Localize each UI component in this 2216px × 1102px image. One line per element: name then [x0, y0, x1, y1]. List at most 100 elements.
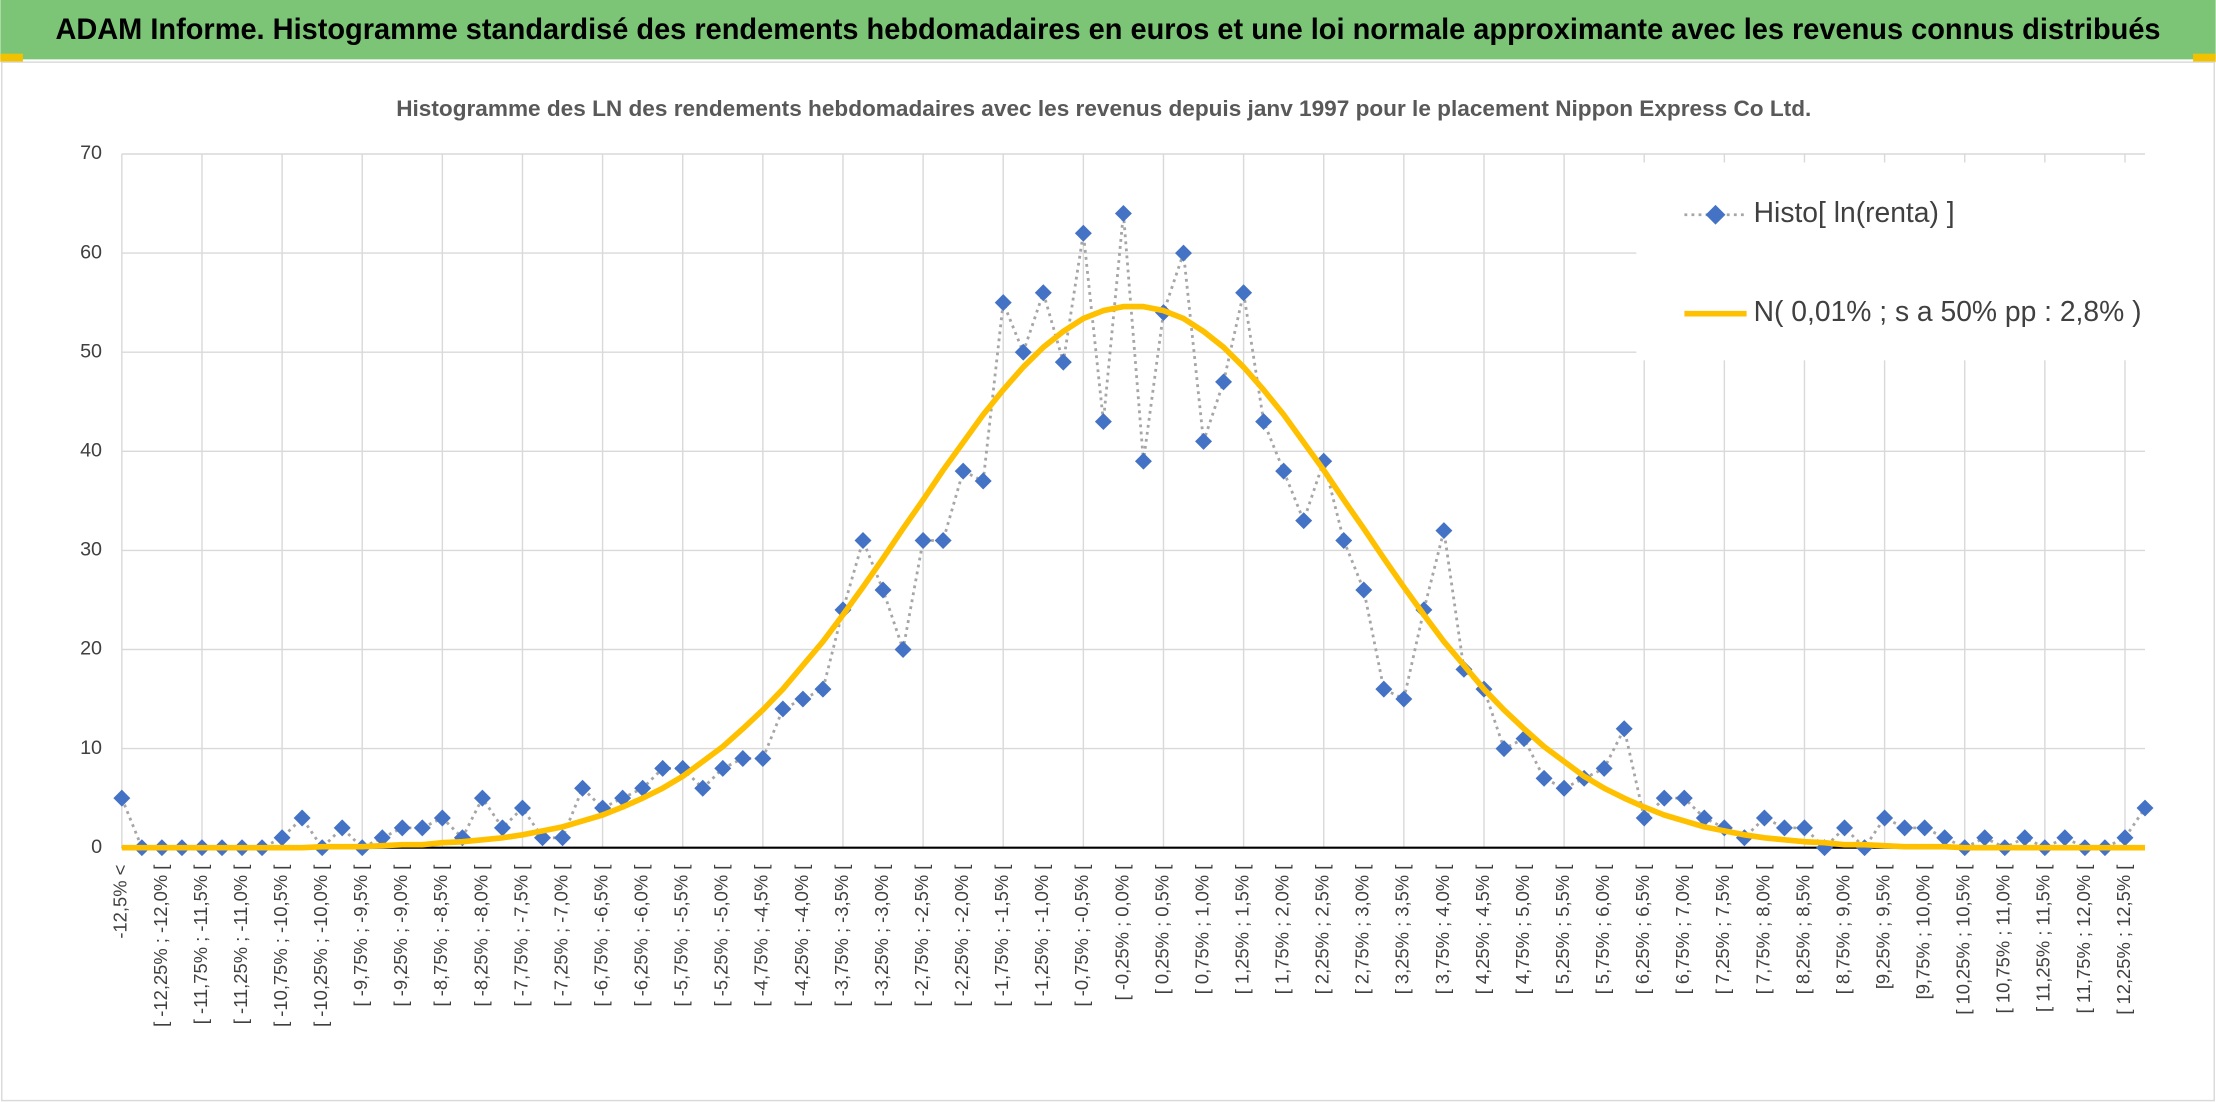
data-point: [1134, 452, 1152, 470]
x-tick-label: [ 11,25% ; 11,5% [: [2033, 865, 2054, 1012]
data-point: [654, 759, 672, 777]
data-point: [554, 829, 572, 847]
x-tick-label: [9,75% ; 10,0% [: [1913, 865, 1934, 1000]
data-point: [874, 581, 892, 599]
data-point: [1595, 759, 1613, 777]
data-point: [1936, 829, 1954, 847]
data-point: [734, 750, 752, 767]
data-point: [1796, 819, 1813, 837]
x-tick-label: [ -7,25% ; -7,0% [: [550, 865, 571, 1007]
data-point: [1635, 809, 1653, 827]
x-tick-label: [ 4,25% ; 4,5% [: [1472, 865, 1493, 995]
x-tick-label: [ -1,75% ; -1,5% [: [991, 865, 1012, 1007]
data-point: [1916, 819, 1934, 837]
data-point: [914, 532, 932, 549]
x-tick-label: [9,25% ; 9,5% [: [1872, 865, 1893, 990]
data-point: [1695, 809, 1713, 827]
x-tick-label: [ -9,25% ; -9,0% [: [390, 865, 411, 1007]
data-point: [754, 750, 772, 767]
y-tick-label: 50: [80, 340, 102, 362]
x-tick-label: [ 8,25% ; 8,5% [: [1792, 865, 1813, 995]
x-tick-label: [ 11,75% ; 12,0% [: [2073, 865, 2094, 1014]
data-point: [634, 779, 652, 797]
data-point: [1175, 244, 1192, 262]
data-point: [433, 809, 451, 827]
x-tick-label: [ 2,25% ; 2,5% [: [1312, 865, 1333, 995]
x-tick-label: [ 1,75% ; 2,0% [: [1272, 865, 1293, 995]
x-tick-label: [ -6,75% ; -6,5% [: [590, 865, 611, 1007]
x-tick-label: [ 1,25% ; 1,5% [: [1231, 865, 1252, 995]
data-point: [1675, 789, 1693, 807]
legend-marker: [1705, 204, 1726, 225]
x-tick-label: [ -11,25% ; -11,0% [: [230, 865, 251, 1025]
x-tick-label: [ 6,75% ; 7,0% [: [1672, 865, 1693, 995]
data-point: [333, 819, 351, 837]
data-point: [774, 700, 792, 718]
data-point: [2056, 829, 2074, 847]
y-tick-label: 30: [80, 539, 102, 561]
x-tick-label: [ 0,75% ; 1,0% [: [1191, 865, 1212, 995]
x-tick-label: [ -9,75% ; -9,5% [: [350, 865, 371, 1007]
y-tick-label: 40: [80, 440, 102, 462]
corner: [0, 53, 23, 63]
legend-label: N( 0,01% ; s a 50% pp : 2,8% ): [1754, 295, 2142, 327]
data-point: [373, 829, 391, 847]
data-point: [1355, 581, 1373, 599]
legend-box: [1636, 162, 2146, 361]
x-tick-label: [ -4,75% ; -4,5% [: [751, 865, 772, 1007]
x-tick-label: [ 10,75% ; 11,0% [: [1993, 865, 2014, 1014]
x-tick-label: [ 3,75% ; 4,0% [: [1432, 865, 1453, 995]
x-tick-label: -12,5% <: [110, 865, 131, 939]
data-point: [694, 779, 712, 797]
data-point: [1876, 809, 1894, 827]
data-point: [1836, 819, 1854, 837]
x-tick-label: [ 7,75% ; 8,0% [: [1752, 865, 1773, 995]
series-line: [121, 303, 2146, 851]
x-tick-label: [ -4,25% ; -4,0% [: [791, 865, 812, 1007]
x-tick-label: [ -2,25% ; -2,0% [: [951, 865, 972, 1007]
data-point: [974, 472, 992, 490]
x-tick-label: [ -8,75% ; -8,5% [: [430, 865, 451, 1007]
y-tick-label: 60: [80, 241, 102, 263]
data-point: [954, 462, 972, 480]
x-tick-label: [ -11,75% ; -11,5% [: [190, 865, 211, 1025]
x-tick-label: [ -8,25% ; -8,0% [: [470, 865, 491, 1007]
x-tick-label: [ -3,75% ; -3,5% [: [831, 865, 852, 1007]
x-tick-label: [ -0,25% ; 0,0% [: [1111, 865, 1132, 1001]
title-banner: [0, 0, 2216, 60]
data-point: [1335, 532, 1353, 549]
legend: Histo[ ln(renta) ] N( 0,01% ; s a 50% pp …: [1636, 162, 2146, 361]
x-tick-label: [ 5,75% ; 6,0% [: [1592, 865, 1613, 995]
x-tick-label: [ -5,75% ; -5,5% [: [671, 865, 692, 1007]
data-point: [994, 294, 1012, 312]
x-tick-label: [ -7,75% ; -7,5% [: [510, 865, 531, 1007]
x-tick-label: [ 3,25% ; 3,5% [: [1392, 865, 1413, 995]
data-point: [1034, 284, 1052, 302]
data-point: [1235, 284, 1253, 302]
x-tick-label: [ 5,25% ; 5,5% [: [1552, 865, 1573, 995]
y-tick-label: 0: [91, 836, 102, 858]
x-tick-label: [ -0,75% ; -0,5% [: [1071, 865, 1092, 1007]
data-point: [1375, 680, 1393, 698]
data-point: [934, 532, 952, 549]
data-point: [814, 680, 832, 698]
x-tick-label: [ 4,75% ; 5,0% [: [1512, 865, 1533, 995]
data-point: [113, 789, 131, 807]
data-point: [1755, 809, 1773, 827]
x-tick-label: [ -6,25% ; -6,0% [: [631, 865, 652, 1007]
y-tick-label: 10: [80, 737, 102, 759]
corner: [2193, 53, 2216, 63]
data-point: [1014, 343, 1032, 361]
data-point: [1655, 789, 1673, 807]
x-tick-label: [ -2,75% ; -2,5% [: [911, 865, 932, 1007]
data-point: [1295, 512, 1313, 530]
data-point: [2136, 799, 2154, 817]
data-point: [1094, 413, 1112, 431]
legend-label: Histo[ ln(renta) ]: [1754, 196, 1955, 228]
data-point: [513, 799, 531, 817]
data-point: [293, 809, 311, 827]
chart-subtitle: Histogramme des LN des rendements hebdom…: [396, 96, 1811, 121]
data-point: [574, 779, 592, 797]
x-tick-label: [ -5,25% ; -5,0% [: [711, 865, 732, 1007]
